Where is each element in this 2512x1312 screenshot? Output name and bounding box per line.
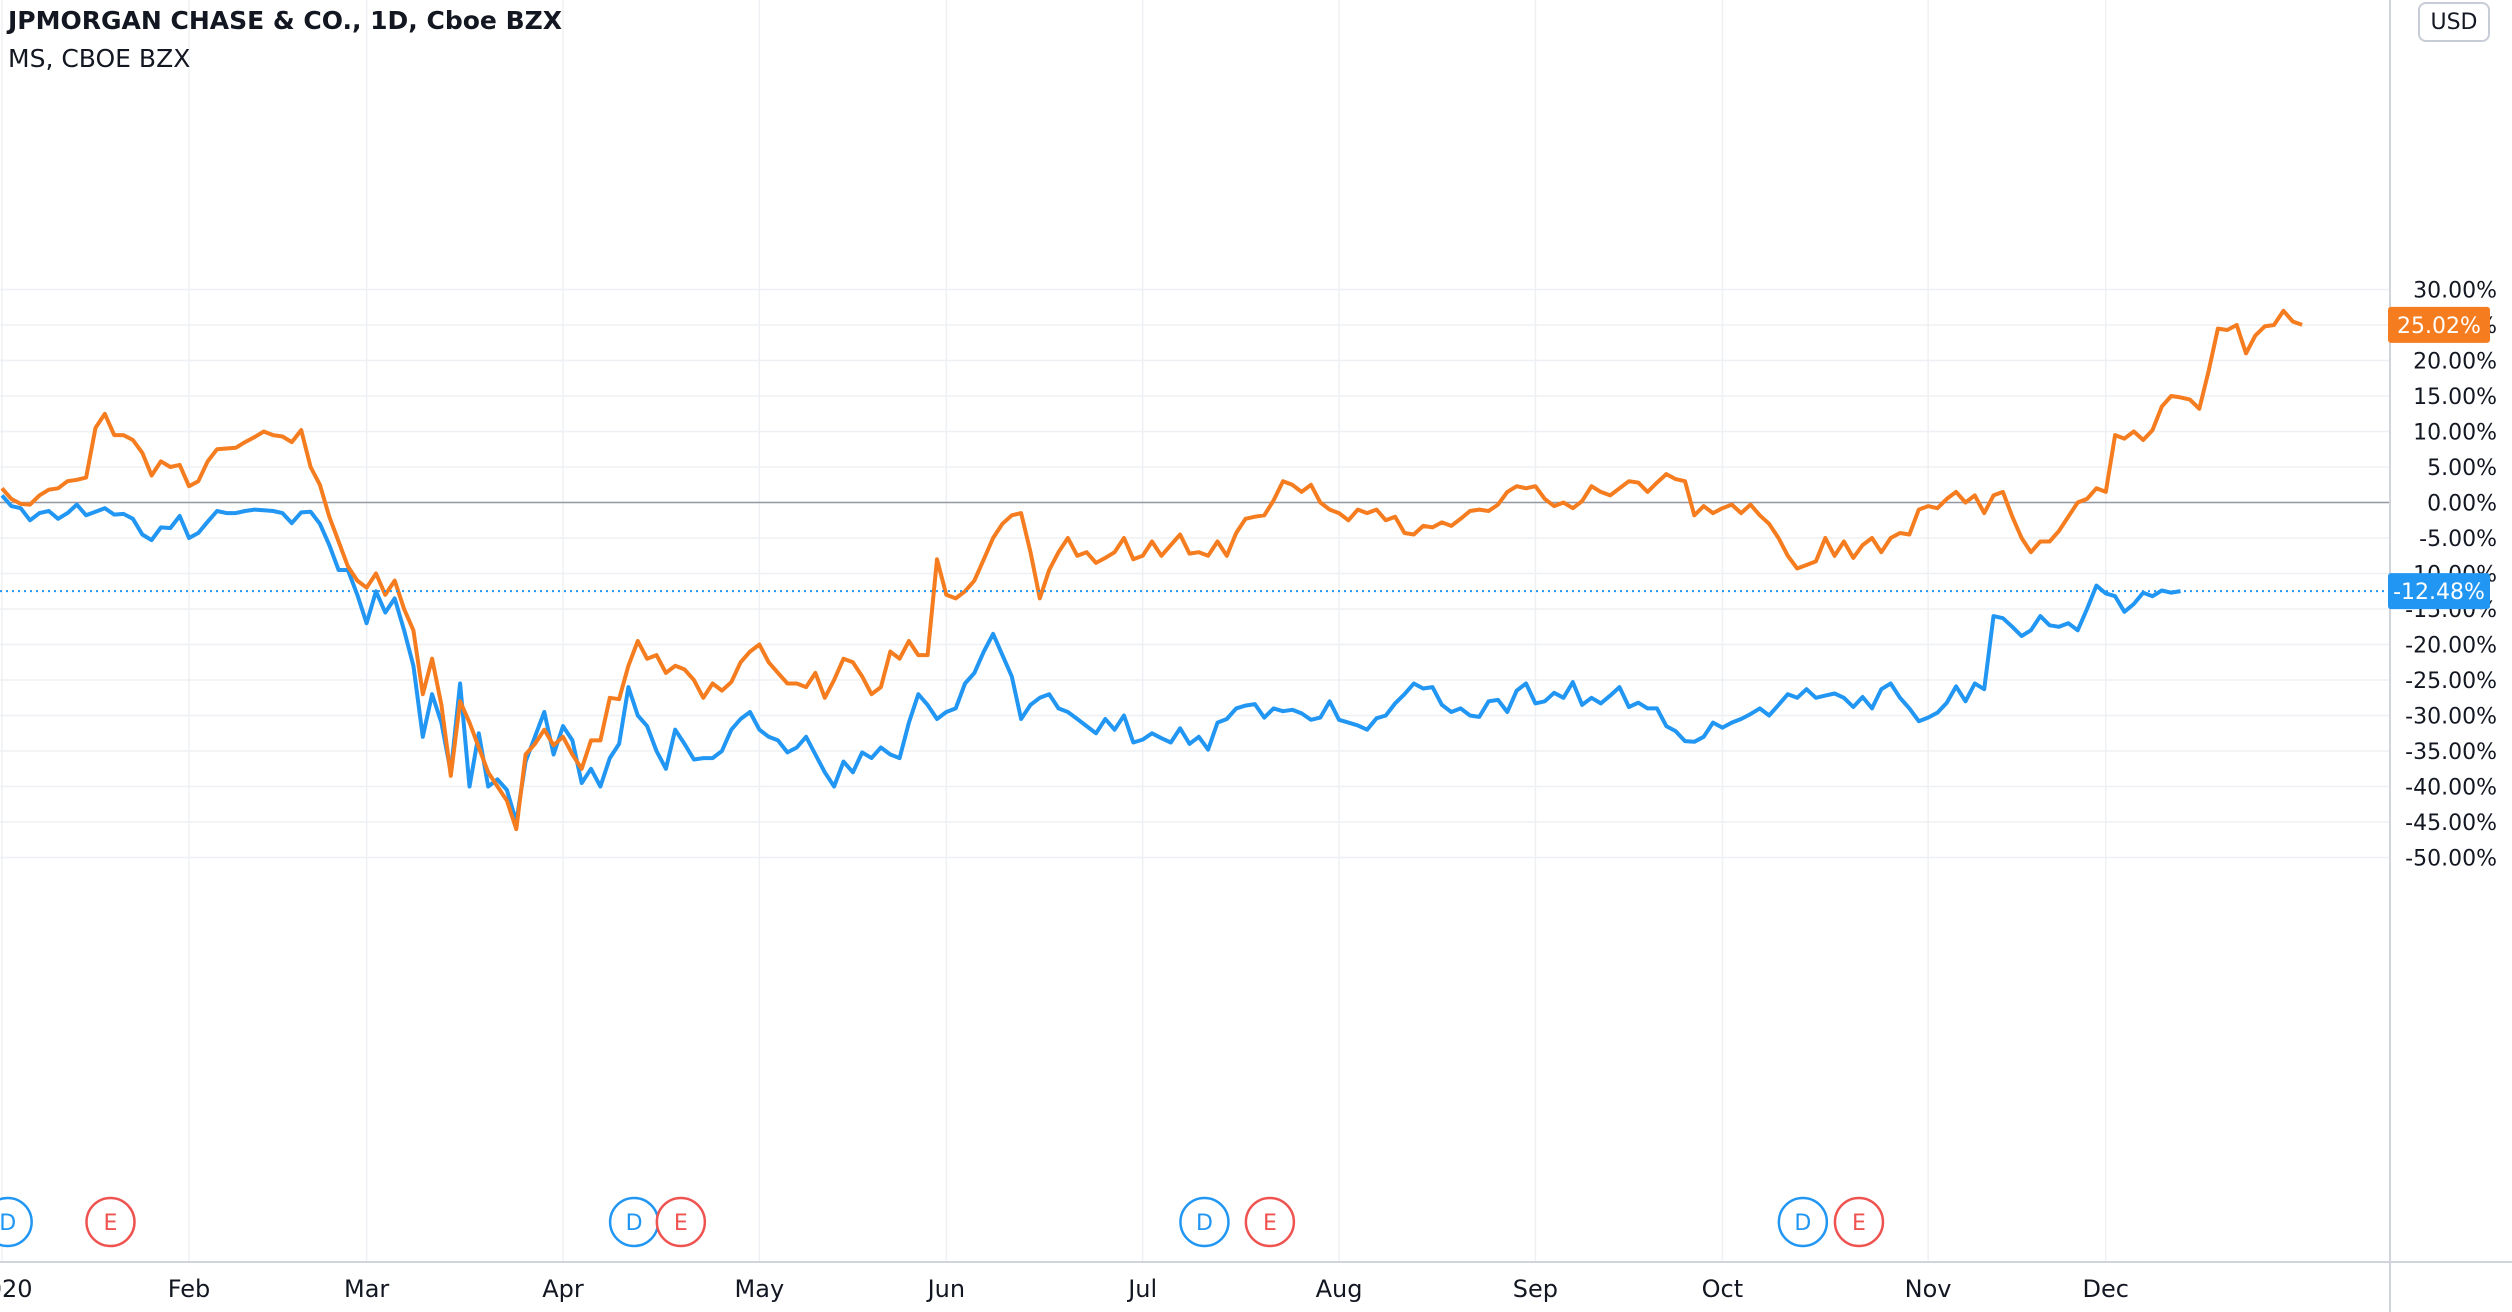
x-tick-label: Dec <box>2083 1275 2129 1303</box>
y-tick-label: -20.00% <box>2405 634 2497 659</box>
series-layer <box>0 308 2303 832</box>
x-tick-label: Nov <box>1905 1275 1952 1303</box>
time-axis[interactable]: 2020 Feb Mar Apr May Jun Jul Aug Sep Oct Nov Dec <box>0 1275 2129 1303</box>
y-tick-label: -35.00% <box>2405 740 2497 765</box>
x-tick-label: Jul <box>1126 1275 1157 1303</box>
series-line-jpm[interactable] <box>0 494 2181 824</box>
y-tick-label: -5.00% <box>2419 527 2497 552</box>
earnings-marker[interactable]: E <box>1833 1196 1885 1248</box>
y-tick-label: -25.00% <box>2405 669 2497 694</box>
x-tick-label: Apr <box>542 1275 584 1303</box>
dividend-label: D <box>626 1211 643 1236</box>
y-tick-label: -40.00% <box>2405 776 2497 801</box>
y-tick-label: -50.00% <box>2405 847 2497 872</box>
x-tick-label: Aug <box>1316 1275 1363 1303</box>
y-tick-label: 0.00% <box>2427 492 2497 517</box>
y-tick-label: 5.00% <box>2427 456 2497 481</box>
dividend-marker[interactable]: D <box>608 1196 660 1248</box>
x-tick-label: Mar <box>344 1275 389 1303</box>
earnings-marker[interactable]: E <box>85 1196 136 1248</box>
x-tick-label: 2020 <box>0 1275 33 1303</box>
x-tick-label: Oct <box>1702 1275 1744 1303</box>
x-tick-label: May <box>735 1275 785 1303</box>
last-value-text: -12.48% <box>2393 580 2485 605</box>
dividend-label: D <box>1794 1211 1811 1236</box>
x-grid <box>1 0 2107 1262</box>
earnings-marker[interactable]: E <box>1244 1196 1296 1248</box>
last-value-tag-jpm <box>2388 573 2490 610</box>
dividend-marker[interactable]: D <box>1777 1196 1829 1248</box>
earnings-label: E <box>674 1211 688 1236</box>
x-tick-label: Jun <box>926 1275 966 1303</box>
grid <box>0 288 2390 859</box>
y-tick-label: 15.00% <box>2413 385 2497 410</box>
dividend-label: D <box>1196 1211 1213 1236</box>
earnings-label: E <box>1852 1211 1866 1236</box>
y-tick-label: -45.00% <box>2405 811 2497 836</box>
legend-compare-symbol[interactable]: MS, CBOE BZX <box>8 44 191 73</box>
last-value-tag-ms <box>2388 306 2490 343</box>
dividend-label: D <box>0 1211 16 1236</box>
y-tick-label: 20.00% <box>2413 350 2497 375</box>
x-tick-label: Sep <box>1513 1275 1558 1303</box>
dividend-marker[interactable]: D <box>1179 1196 1230 1248</box>
earnings-label: E <box>1263 1211 1277 1236</box>
currency-button[interactable]: USD <box>2418 2 2490 42</box>
y-tick-label: 10.00% <box>2413 421 2497 446</box>
x-tick-label: Feb <box>168 1275 211 1303</box>
dividend-marker[interactable]: D <box>0 1196 33 1248</box>
last-value-tags: -12.48% 25.02% <box>2388 306 2490 610</box>
legend-primary-symbol[interactable]: JPMORGAN CHASE & CO., 1D, Cboe BZX <box>8 6 563 35</box>
earnings-marker[interactable]: E <box>655 1196 707 1248</box>
series-line-ms[interactable] <box>0 308 2303 832</box>
earnings-label: E <box>104 1211 118 1236</box>
last-value-text: 25.02% <box>2397 314 2481 339</box>
y-tick-label: -30.00% <box>2405 705 2497 730</box>
y-tick-label: 30.00% <box>2413 279 2497 304</box>
